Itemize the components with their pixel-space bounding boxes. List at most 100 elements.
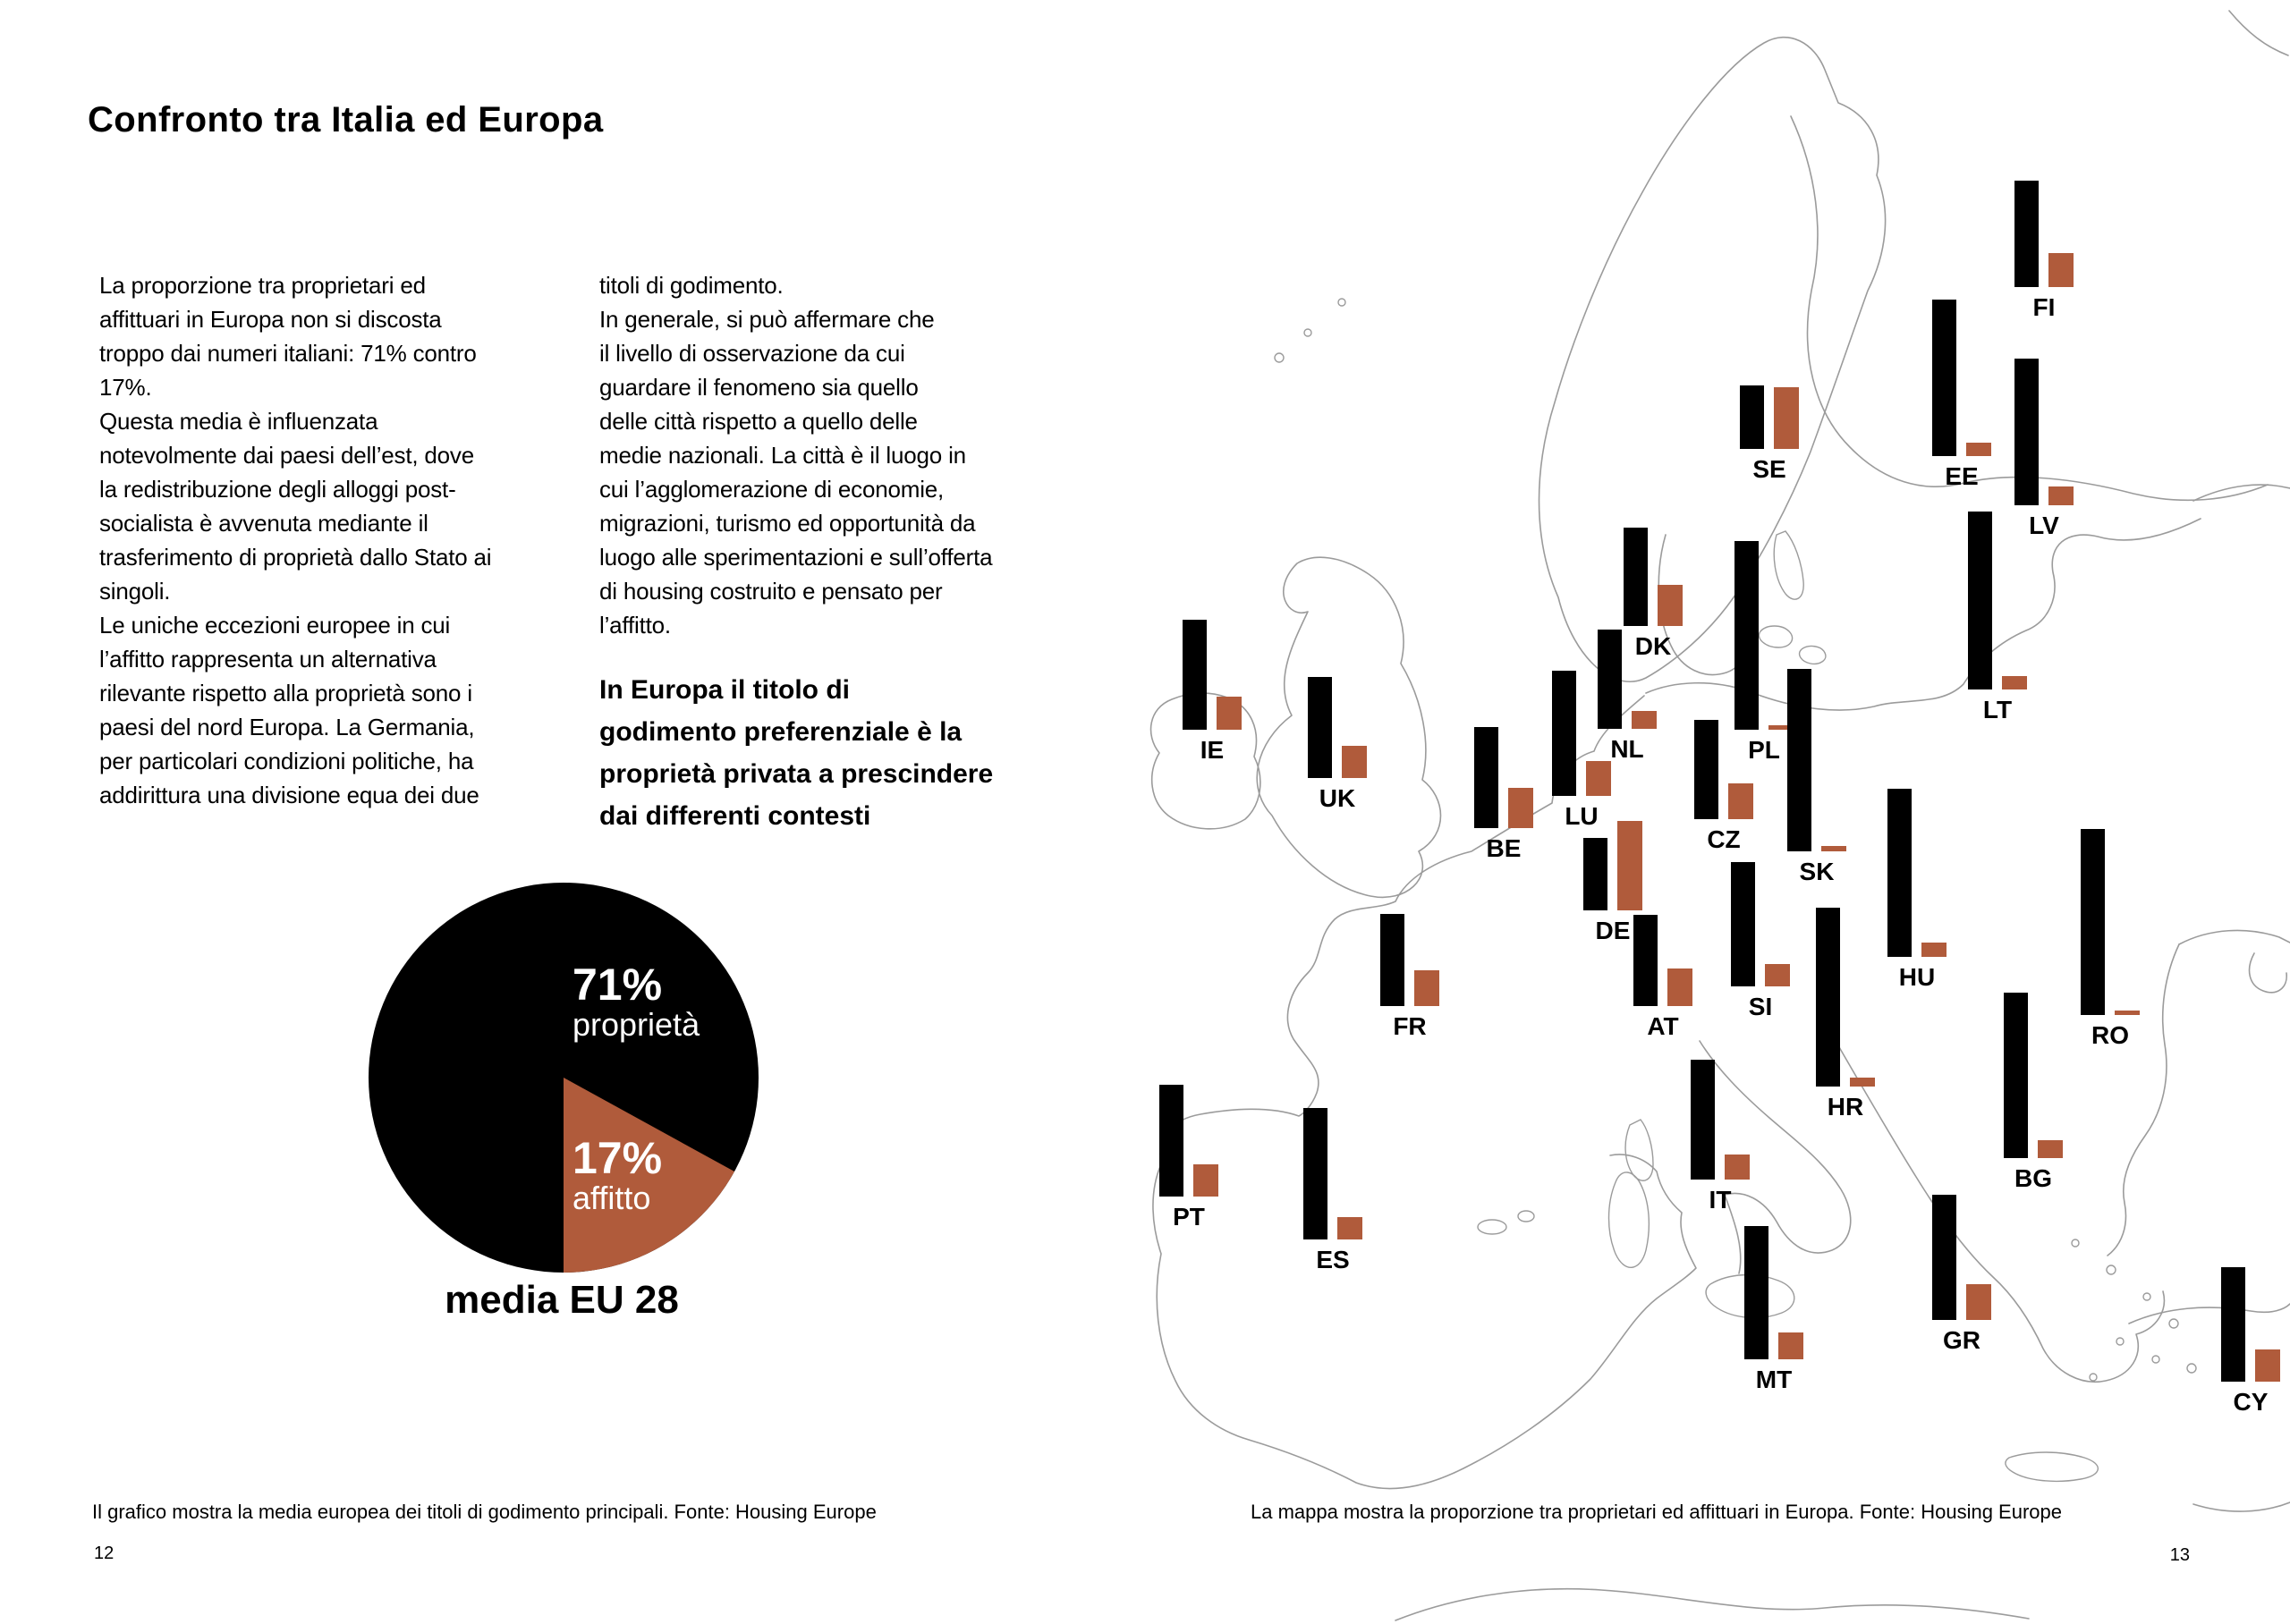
country-label-NL: NL [1610, 735, 1643, 763]
owner-bar-PT [1159, 1085, 1183, 1197]
page-number-right: 13 [2169, 1545, 2190, 1565]
country-group-AT: AT [1633, 915, 1692, 1040]
country-group-BE: BE [1474, 727, 1533, 862]
owner-bar-LV [2014, 359, 2039, 505]
country-label-CY: CY [2234, 1388, 2269, 1416]
country-label-GR: GR [1943, 1326, 1980, 1354]
owner-bar-IE [1183, 620, 1207, 730]
country-group-PL: PL [1734, 541, 1794, 764]
rent-bar-SK [1821, 846, 1846, 851]
owner-bar-DK [1624, 528, 1648, 626]
country-label-SK: SK [1800, 858, 1835, 885]
country-group-EE: EE [1932, 300, 1991, 490]
country-group-MT: MT [1744, 1226, 1803, 1393]
europe-coastline [1149, 10, 2290, 1621]
rent-bar-GR [1966, 1284, 1991, 1320]
owner-bar-HU [1887, 789, 1912, 957]
rent-bar-EE [1966, 443, 1991, 456]
country-label-AT: AT [1647, 1012, 1678, 1040]
country-group-FI: FI [2014, 181, 2074, 321]
rent-bar-BG [2038, 1140, 2063, 1158]
country-label-MT: MT [1756, 1366, 1792, 1393]
rent-bar-SI [1765, 964, 1790, 986]
rent-bar-MT [1778, 1332, 1803, 1359]
rent-bar-IT [1725, 1155, 1750, 1180]
country-label-SI: SI [1749, 993, 1772, 1020]
country-label-DE: DE [1596, 917, 1631, 944]
rent-bar-AT [1667, 968, 1692, 1006]
country-group-HU: HU [1887, 789, 1946, 991]
owner-bar-MT [1744, 1226, 1768, 1359]
rent-bar-CZ [1728, 783, 1753, 819]
pie-label-owner-name: proprietà [572, 1006, 700, 1043]
country-group-ES: ES [1303, 1108, 1362, 1273]
country-label-LT: LT [1983, 696, 2012, 723]
owner-bar-GR [1932, 1195, 1956, 1320]
owner-bar-LU [1552, 671, 1576, 796]
country-group-SK: SK [1787, 669, 1846, 885]
country-group-RO: RO [2081, 829, 2140, 1049]
country-group-IE: IE [1183, 620, 1242, 764]
owner-bar-UK [1308, 677, 1332, 778]
country-group-GR: GR [1932, 1195, 1991, 1354]
country-label-LU: LU [1565, 802, 1598, 830]
rent-bar-FR [1414, 970, 1439, 1006]
country-group-SI: SI [1731, 862, 1790, 1020]
country-group-DE: DE [1583, 821, 1642, 944]
body-column-2: titoli di godimento. In generale, si può… [599, 272, 993, 639]
owner-bar-IT [1691, 1060, 1715, 1180]
owner-bar-AT [1633, 915, 1658, 1006]
country-label-EE: EE [1945, 462, 1978, 490]
country-label-IE: IE [1200, 736, 1224, 764]
country-group-UK: UK [1308, 677, 1367, 812]
pull-quote: In Europa il titolo di godimento prefere… [599, 675, 994, 831]
owner-bar-ES [1303, 1108, 1327, 1239]
country-group-HR: HR [1816, 908, 1875, 1121]
country-label-BG: BG [2014, 1164, 2052, 1192]
pie-label-rent-name: affitto [572, 1180, 650, 1216]
country-group-CY: CY [2221, 1267, 2280, 1416]
owner-bar-LT [1968, 512, 1992, 689]
country-label-UK: UK [1319, 784, 1355, 812]
country-label-PL: PL [1748, 736, 1780, 764]
country-group-IT: IT [1691, 1060, 1750, 1214]
page-number-left: 12 [94, 1544, 114, 1563]
country-label-HU: HU [1899, 963, 1935, 991]
pie-chart-title: media EU 28 [445, 1278, 679, 1322]
rent-bar-BE [1508, 788, 1533, 828]
owner-bar-BG [2004, 993, 2028, 1158]
country-label-IT: IT [1709, 1186, 1732, 1214]
country-label-HR: HR [1828, 1093, 1863, 1121]
owner-bar-CZ [1694, 720, 1718, 819]
rent-bar-PT [1193, 1164, 1218, 1197]
pie-chart-eu28: 71% proprietà 17% affitto media EU 28 [369, 883, 759, 1322]
owner-bar-FR [1380, 914, 1404, 1006]
owner-bar-FI [2014, 181, 2039, 287]
rent-bar-DE [1617, 821, 1642, 910]
rent-bar-HR [1850, 1078, 1875, 1087]
owner-bar-PL [1734, 541, 1759, 730]
rent-bar-CY [2255, 1349, 2280, 1382]
owner-bar-HR [1816, 908, 1840, 1087]
rent-bar-ES [1337, 1217, 1362, 1239]
country-label-FI: FI [2033, 293, 2056, 321]
country-group-NL: NL [1598, 630, 1657, 763]
owner-bar-CY [2221, 1267, 2245, 1382]
rent-bar-DK [1658, 585, 1683, 626]
owner-bar-EE [1932, 300, 1956, 456]
rent-bar-RO [2115, 1011, 2140, 1015]
owner-bar-SI [1731, 862, 1755, 986]
rent-bar-PL [1768, 725, 1794, 730]
pie-label-owner-pct: 71% [572, 960, 662, 1010]
rent-bar-LU [1586, 761, 1611, 796]
country-group-LU: LU [1552, 671, 1611, 830]
left-caption: Il grafico mostra la media europea dei t… [92, 1501, 877, 1523]
rent-bar-HU [1921, 943, 1946, 957]
owner-bar-SK [1787, 669, 1811, 851]
body-column-1: La proporzione tra proprietari ed affitt… [99, 272, 492, 808]
country-label-RO: RO [2091, 1021, 2129, 1049]
country-label-PT: PT [1173, 1203, 1205, 1231]
page-title: Confronto tra Italia ed Europa [88, 100, 604, 140]
